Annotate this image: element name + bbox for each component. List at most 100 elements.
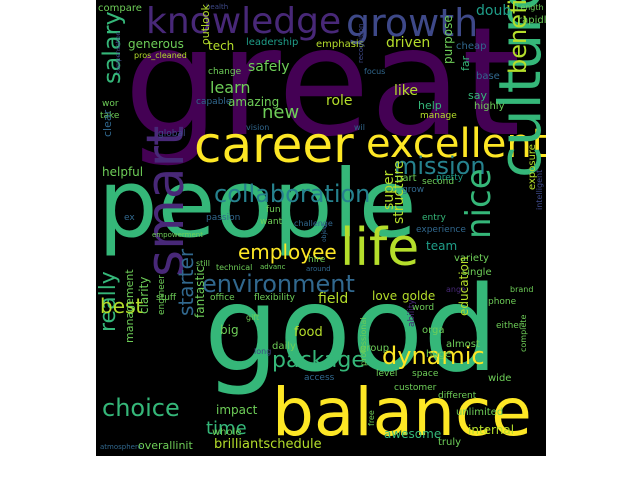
word-learn: learn bbox=[210, 78, 251, 97]
word-object: object bbox=[321, 223, 328, 243]
word-compensation: compensation bbox=[115, 31, 122, 74]
word-awesome: awesome bbox=[384, 427, 442, 441]
word-great: great bbox=[124, 0, 521, 170]
word-highly: highly bbox=[474, 101, 505, 112]
word-wil: wil bbox=[354, 123, 365, 132]
word-orga: orga bbox=[422, 325, 445, 336]
word-career: career bbox=[194, 116, 354, 174]
word-brilliantschedule: brilliantschedule bbox=[214, 437, 322, 452]
word-driven: driven bbox=[386, 35, 431, 51]
word-capable: capable bbox=[196, 97, 232, 107]
word-emphasis: emphasis bbox=[316, 39, 364, 50]
word-overallinit: overallinit bbox=[138, 439, 193, 452]
word-health: health bbox=[206, 3, 229, 11]
word-flexibility: flexibility bbox=[254, 293, 295, 303]
word-package: package bbox=[272, 348, 365, 373]
word-part: part bbox=[396, 173, 417, 184]
word-phone: phone bbox=[488, 297, 517, 307]
word-word: word bbox=[412, 303, 435, 313]
word-doub: doub bbox=[476, 3, 512, 19]
word-dynamic: dynamic bbox=[382, 342, 485, 370]
word-free: free bbox=[367, 410, 376, 426]
word-fun: fun bbox=[266, 205, 281, 215]
word-different: different bbox=[438, 391, 477, 401]
word-food: food bbox=[294, 325, 323, 340]
word-nice: nice bbox=[459, 168, 499, 239]
word-hire: hire bbox=[308, 255, 326, 265]
word-life: life bbox=[340, 218, 420, 278]
word-whole: whole bbox=[212, 427, 242, 438]
word-far: far bbox=[459, 55, 472, 71]
word-single: single bbox=[462, 267, 492, 278]
word-helpful: helpful bbox=[102, 165, 144, 179]
word-engineer: engineer bbox=[157, 275, 167, 315]
word-gift: gift bbox=[246, 313, 260, 322]
word-access: access bbox=[304, 373, 335, 383]
word-knowledge: knowledge bbox=[146, 1, 342, 42]
word-environment: environment bbox=[202, 270, 355, 298]
word-internal: internal bbox=[468, 423, 515, 437]
word-truly: truly bbox=[438, 437, 462, 448]
word-take: take bbox=[100, 111, 120, 121]
word-cheap: cheap bbox=[456, 41, 487, 52]
word-pretty: pretty bbox=[436, 173, 464, 183]
word-customer: customer bbox=[394, 383, 437, 393]
word-around: around bbox=[306, 265, 331, 273]
word-professional: professional bbox=[359, 317, 368, 366]
word-vision: vision bbox=[246, 123, 270, 132]
word-tech: tech bbox=[208, 39, 235, 53]
word-length: Length bbox=[516, 3, 544, 12]
word-want: want bbox=[260, 217, 283, 227]
word-ex: ex bbox=[124, 213, 135, 223]
word-clarity: clarity bbox=[137, 276, 151, 314]
word-choice: choice bbox=[102, 394, 180, 422]
word-team: team bbox=[426, 239, 458, 253]
word-growth: growth bbox=[346, 1, 479, 45]
word-help: help bbox=[418, 99, 442, 112]
word-management: management bbox=[123, 269, 136, 343]
word-huge: huge bbox=[426, 349, 452, 360]
word-structure: structure bbox=[391, 160, 407, 224]
word-golde: golde bbox=[402, 289, 436, 303]
word-global: global bbox=[158, 129, 186, 139]
word-ange: ange bbox=[446, 285, 466, 294]
word-clear: clear bbox=[101, 109, 114, 137]
word-fantastic: fantastic bbox=[193, 265, 207, 318]
word-love: love bbox=[372, 289, 398, 303]
word-rapidly: rapidly bbox=[518, 15, 546, 26]
word-second: second bbox=[422, 177, 455, 187]
word-advanc: advanc bbox=[260, 263, 286, 271]
word-base: base bbox=[476, 71, 500, 82]
word-safely: safely bbox=[248, 59, 290, 75]
word-purpose: purpose bbox=[441, 15, 455, 64]
word-mission: mission bbox=[394, 152, 486, 180]
word-long: long bbox=[254, 347, 272, 356]
word-challenge: challenge bbox=[294, 219, 333, 228]
word-focus: focus bbox=[364, 67, 386, 76]
word-say: say bbox=[468, 89, 487, 102]
word-variety: variety bbox=[454, 253, 489, 264]
word-employee: employee bbox=[238, 240, 337, 264]
word-change: change bbox=[208, 67, 242, 77]
word-education: education bbox=[457, 256, 471, 316]
word-generous: generous bbox=[128, 37, 184, 51]
word-manage: manage bbox=[420, 111, 457, 121]
word-wor: wor bbox=[102, 99, 119, 109]
word-still: still bbox=[196, 259, 210, 268]
word-atmosphere: atmosphere bbox=[100, 443, 142, 451]
word-new: new bbox=[262, 102, 300, 123]
word-recognition: recognition bbox=[357, 23, 365, 63]
word-role: role bbox=[326, 93, 353, 109]
word-pros-cleaned: pros_cleaned bbox=[134, 51, 187, 60]
word-ability: ability bbox=[407, 299, 417, 327]
word-collaboration: collaboration bbox=[214, 180, 371, 208]
word-like: like bbox=[394, 83, 419, 99]
word-field: field bbox=[318, 291, 349, 307]
word-balance: balance bbox=[272, 374, 532, 451]
word-unlimited: unlimited bbox=[456, 407, 504, 418]
word-daily: daily bbox=[272, 341, 296, 352]
word-time: time bbox=[206, 418, 247, 439]
word-almost: almost bbox=[446, 339, 480, 350]
word-outlook: outlook bbox=[199, 4, 212, 45]
word-wide: wide bbox=[488, 373, 512, 384]
